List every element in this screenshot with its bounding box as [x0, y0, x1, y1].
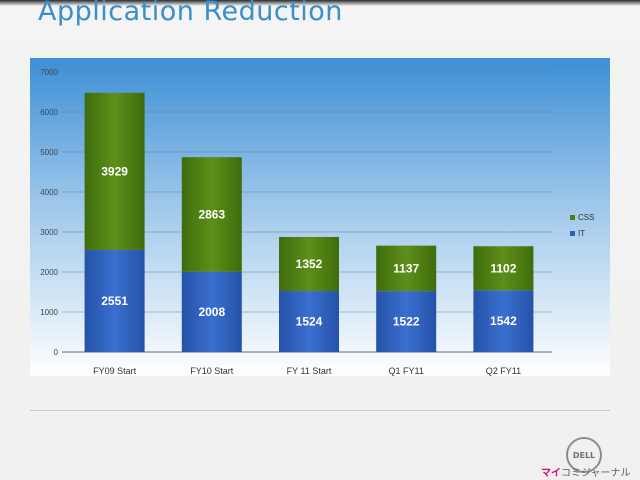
x-tick-label: FY09 Start: [93, 366, 137, 376]
bar-segment-it: [181, 271, 242, 352]
data-label: 1352: [296, 257, 323, 271]
y-tick-label: 3000: [40, 228, 58, 237]
bar-segment-it: [279, 291, 339, 352]
x-tick-label: FY 11 Start: [287, 366, 332, 376]
data-labels: 2551 3929 2008 2863 1524 1352 1522 1137 1542 1102: [101, 164, 517, 328]
data-label: 3929: [101, 164, 128, 178]
data-label: 1522: [393, 315, 420, 329]
watermark: マイコミジャーナル: [541, 464, 631, 479]
bar-segment-css: [376, 245, 437, 292]
x-tick-label: Q1 FY11: [389, 366, 424, 376]
watermark-prefix: マイ: [541, 468, 561, 479]
y-tick-label: 1000: [40, 308, 58, 317]
y-axis-ticks: 0 1000 2000 3000 4000 5000 6000 7000: [40, 68, 58, 357]
dell-logo: DELL: [566, 437, 602, 473]
bar-segment-css: [279, 236, 339, 292]
legend-label-css: CSS: [578, 213, 594, 222]
legend-swatch-it: [570, 231, 575, 236]
y-tick-label: 4000: [40, 188, 58, 197]
bar-segment-css: [473, 246, 534, 291]
bar-segment-css: [181, 157, 242, 272]
data-label: 1137: [393, 261, 419, 275]
data-label: 2008: [198, 305, 225, 319]
legend: CSS IT: [570, 213, 594, 238]
bar-segment-it: [84, 249, 145, 352]
y-tick-label: 6000: [40, 108, 58, 117]
x-axis-ticks: FY09 Start FY10 Start FY 11 Start Q1 FY11 Q2…: [93, 366, 521, 376]
x-tick-label: Q2 FY11: [486, 366, 521, 376]
bar-segment-css: [84, 92, 145, 250]
y-tick-label: 2000: [40, 268, 58, 277]
dell-logo-text: DELL: [572, 450, 596, 460]
y-tick-label: 7000: [40, 68, 58, 77]
bar-segment-it: [473, 290, 534, 352]
bars: [84, 92, 534, 352]
legend-swatch-css: [570, 215, 575, 220]
data-label: 2863: [198, 207, 225, 221]
bar-segment-it: [376, 291, 437, 352]
footer-divider: [30, 410, 610, 411]
data-label: 1102: [490, 261, 516, 275]
watermark-rest: コミジャーナル: [561, 468, 631, 479]
x-tick-label: FY10 Start: [190, 366, 234, 376]
y-tick-label: 0: [54, 348, 59, 357]
data-label: 1542: [490, 314, 517, 328]
data-label: 1524: [296, 315, 323, 329]
data-label: 2551: [101, 294, 128, 308]
legend-label-it: IT: [578, 229, 585, 238]
y-tick-label: 5000: [40, 148, 58, 157]
slide-title: Application Reduction: [38, 0, 343, 27]
